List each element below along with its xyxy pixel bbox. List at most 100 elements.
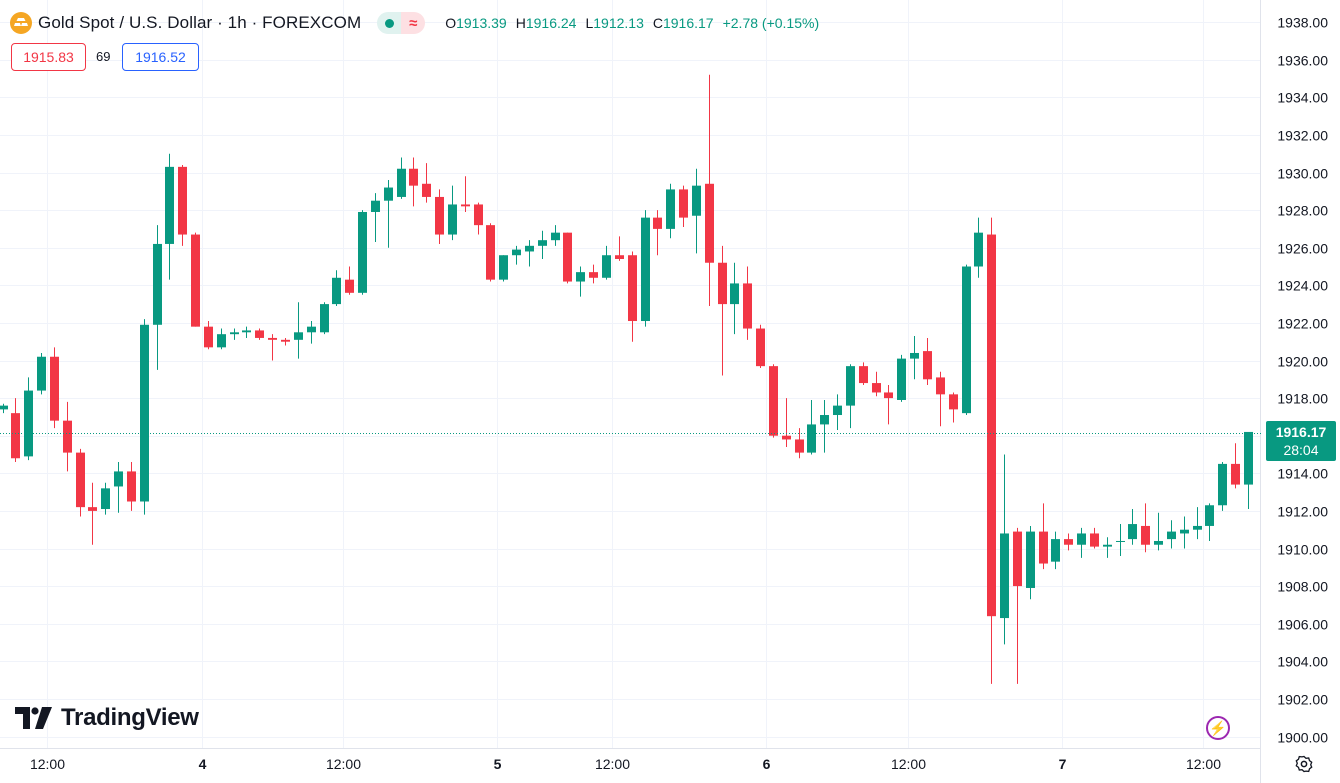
tradingview-logo[interactable]: TradingView [15,704,199,732]
last-price-value: 1916.17 [1275,424,1327,440]
time-tick-label: 12:00 [595,756,630,772]
candle [897,354,906,402]
candle [332,270,341,306]
candle-body [1128,524,1137,540]
candle [1167,520,1176,549]
chart-header: Gold Spot / U.S. Dollar · 1h · FOREXCOM … [10,10,819,36]
candle-body [679,189,688,218]
candle-body [641,217,650,322]
price-tick-label: 1938.00 [1277,15,1328,31]
time-tick-label: 5 [494,756,502,772]
candle-body [974,232,983,267]
candle-body [820,415,829,425]
high-value: 1916.24 [525,15,577,31]
lightning-icon[interactable]: ⚡ [1206,716,1230,740]
sell-price-button[interactable]: 1915.83 [11,43,86,71]
candle [1193,507,1202,540]
candle-body [628,255,637,322]
candle [1026,525,1035,600]
candle-body [1244,431,1253,485]
candle [769,364,778,438]
candle-body [730,283,739,305]
candle-body [666,189,675,229]
candle-body [358,211,367,293]
candle [1013,527,1022,684]
candle-body [551,232,560,241]
candle-body [0,405,8,410]
candle-body [949,394,958,410]
candle-body [846,366,855,406]
open-label: O [445,15,457,31]
candle-body [153,243,162,325]
candle [230,328,239,340]
candle-body [962,266,971,414]
candle [371,193,380,243]
candle-body [140,324,149,502]
market-open-dot-icon [377,12,402,34]
settings-gear-icon[interactable] [1293,753,1315,775]
candle [1090,527,1099,549]
candle-body [795,439,804,453]
candle [615,236,624,261]
candle [191,232,200,327]
candle [217,328,226,350]
candle-body [987,234,996,617]
time-tick-label: 12:00 [326,756,361,772]
candle [1141,503,1150,553]
price-tick-label: 1928.00 [1277,203,1328,219]
candle-body [294,332,303,340]
symbol-title[interactable]: Gold Spot / U.S. Dollar · 1h · FOREXCOM [38,13,362,32]
candle-body [807,424,816,453]
candle [11,398,20,463]
time-axis[interactable]: 12:00 4 12:00 5 12:00 6 12:00 7 12:00 [30,756,1221,772]
candle-body [692,185,701,216]
candle [1218,462,1227,511]
candle-body [371,200,380,212]
candle [409,157,418,207]
low-label: L [585,15,594,31]
candle [1116,524,1125,557]
price-axis[interactable]: 1900.00 1902.00 1904.00 1906.00 1908.00 1910.… [1277,15,1328,746]
candle [114,462,123,513]
candle [628,251,637,342]
gold-symbol-icon[interactable] [10,12,32,34]
price-tick-label: 1918.00 [1277,391,1328,407]
candle [884,384,893,425]
candle [320,302,329,335]
candle [24,377,33,461]
candle [974,217,983,278]
candle-body [114,471,123,487]
candle-body [127,471,136,502]
candle [153,225,162,370]
candle-body [653,217,662,229]
candle-body [705,183,714,263]
candle-body [63,420,72,453]
candle [63,401,72,472]
candle-body [332,277,341,305]
price-tick-label: 1906.00 [1277,617,1328,633]
candle [1039,503,1048,570]
change-value: +2.78 (+0.15%) [722,15,820,31]
buy-price-button[interactable]: 1916.52 [122,43,199,71]
candle-body [512,249,521,256]
price-tick-label: 1932.00 [1277,128,1328,144]
candle [101,482,110,515]
candle [499,255,508,282]
candle [936,371,945,427]
candle-body [242,330,251,333]
candle [910,336,919,380]
candle-body [11,413,20,459]
candle [949,392,958,423]
candle-body [1090,533,1099,547]
market-status-pill[interactable]: ≈ [377,12,426,34]
candle [1154,512,1163,551]
candle [743,266,752,340]
candle [602,245,611,280]
candle [294,302,303,359]
tradingview-logo-icon [15,707,52,729]
candle-body [230,332,239,335]
time-tick-label: 4 [199,756,207,772]
price-tick-label: 1902.00 [1277,692,1328,708]
candle-body [397,168,406,197]
